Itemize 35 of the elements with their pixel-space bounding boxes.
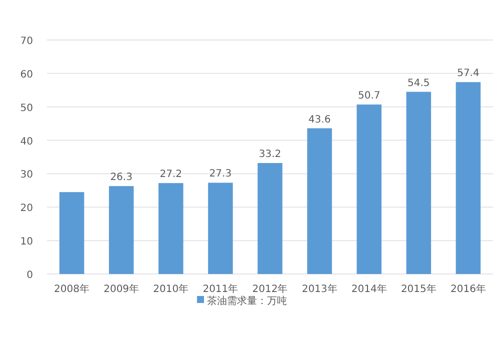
data-label: 33.2 [258,149,282,160]
data-label: 50.7 [358,90,380,102]
x-tick-label: 2015年 [400,283,436,295]
y-tick-label: 40 [20,136,33,148]
data-label: 43.6 [308,114,331,126]
data-label: 27.2 [160,169,182,180]
bar [258,163,282,274]
x-tick-label: 2009年 [104,283,140,295]
bar [456,82,481,274]
x-tick-label: 2013年 [302,283,338,295]
bar [59,192,84,274]
x-tick-label: 2011年 [202,283,238,295]
y-tick-label: 0 [26,270,33,281]
data-label: 27.3 [209,168,232,180]
y-tick-label: 60 [20,69,33,80]
x-tick-label: 2010年 [153,283,189,295]
bar [208,182,233,274]
y-tick-label: 20 [20,203,33,214]
x-tick-label: 2008年 [54,283,90,295]
y-tick-label: 50 [20,102,33,114]
data-label: 26.3 [110,172,132,184]
data-label: 54.5 [408,78,430,89]
bar [406,92,432,274]
bar [158,183,184,274]
bar [356,104,382,274]
bar [108,186,134,274]
x-tick-label: 2012年 [252,283,288,295]
x-tick-label: 2014年 [351,283,387,295]
legend-label: 茶油需求量：万吨 [207,295,287,307]
data-label: 57.4 [457,68,480,80]
bar [307,128,332,274]
x-tick-label: 2016年 [450,283,486,295]
y-tick-label: 70 [20,36,33,47]
y-tick-label: 10 [20,236,33,248]
y-tick-label: 30 [20,170,33,181]
